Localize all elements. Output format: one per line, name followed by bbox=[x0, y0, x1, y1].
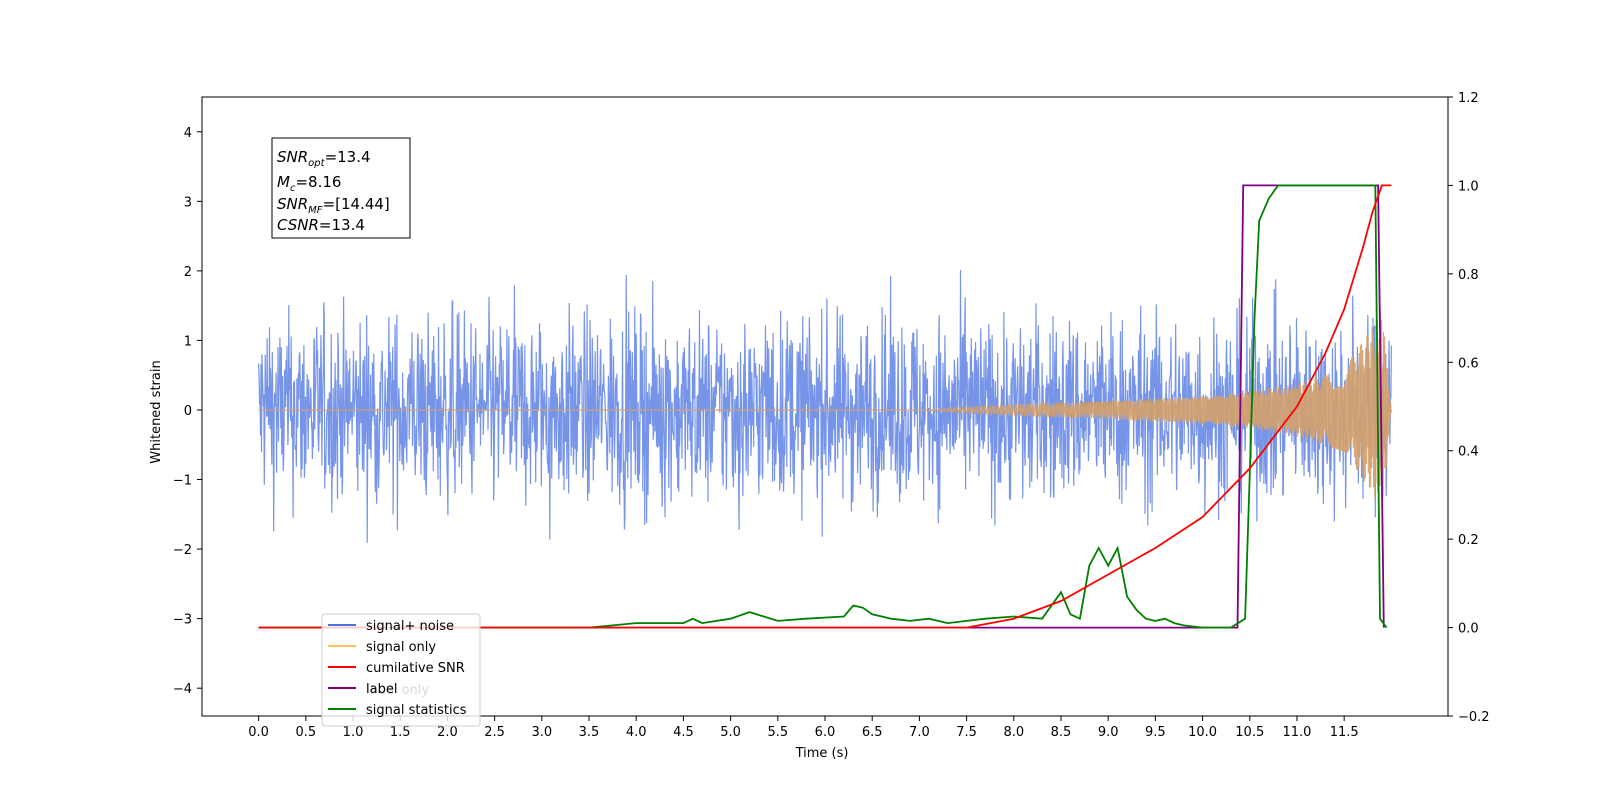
x-tick-label: 8.0 bbox=[1003, 725, 1024, 740]
y-left-tick-label: 4 bbox=[184, 126, 192, 141]
plot-layer bbox=[258, 184, 1392, 629]
y-left-tick-label: −2 bbox=[173, 543, 192, 558]
x-tick-label: 2.5 bbox=[484, 725, 505, 740]
x-tick-label: 3.0 bbox=[531, 725, 552, 740]
legend-label: signal+ noise bbox=[366, 619, 454, 634]
legend: label only signal+ noise signal only cumila… bbox=[321, 613, 481, 727]
axes-layer: 0.0 0.5 1.0 1.5 2.0 2.5 3.0 3.5 4.0 4.5 5.0 5.5 6.0 6… bbox=[173, 91, 1490, 740]
x-tick-label: 11.5 bbox=[1330, 725, 1359, 740]
y-left-tick-label: 1 bbox=[184, 334, 192, 349]
y-left-tick-label: −3 bbox=[173, 613, 192, 628]
y-right-tick-label: 0.2 bbox=[1458, 533, 1479, 548]
y-left-tick-label: 2 bbox=[184, 265, 192, 280]
x-tick-label: 3.5 bbox=[579, 725, 600, 740]
y-left-tick-label: −1 bbox=[173, 474, 192, 489]
y-right-tick-label: 0.0 bbox=[1458, 622, 1479, 637]
y-right-tick-label: 1.0 bbox=[1458, 179, 1479, 194]
series-cumulative-snr bbox=[258, 184, 1392, 629]
x-tick-label: 2.0 bbox=[437, 725, 458, 740]
y-left-tick-label: −4 bbox=[173, 682, 192, 697]
y-right-tick-label: 0.6 bbox=[1458, 356, 1479, 371]
x-tick-label: 11.0 bbox=[1282, 725, 1311, 740]
annotation-snr-opt: SNRopt=13.4 bbox=[277, 148, 371, 169]
x-tick-label: 5.0 bbox=[720, 725, 741, 740]
x-tick-label: 9.5 bbox=[1145, 725, 1166, 740]
x-tick-label: 9.0 bbox=[1098, 725, 1119, 740]
x-tick-label: 10.0 bbox=[1188, 725, 1217, 740]
x-tick-label: 1.5 bbox=[390, 725, 411, 740]
x-tick-label: 5.5 bbox=[767, 725, 788, 740]
x-tick-label: 1.0 bbox=[343, 725, 364, 740]
y-right-tick-label: 0.4 bbox=[1458, 445, 1479, 460]
legend-background-text: label only bbox=[366, 683, 429, 698]
legend-label: signal only bbox=[366, 640, 436, 655]
y-right-tick-label: 0.8 bbox=[1458, 268, 1479, 283]
x-tick-label: 8.5 bbox=[1051, 725, 1072, 740]
series-signal-statistics bbox=[258, 184, 1388, 629]
legend-label: signal statistics bbox=[366, 703, 467, 718]
x-tick-label: 7.0 bbox=[909, 725, 930, 740]
annotation-snr-mf: SNRMF=[14.44] bbox=[277, 195, 390, 216]
x-tick-label: 4.5 bbox=[673, 725, 694, 740]
y-left-tick-label: 0 bbox=[184, 404, 192, 419]
x-tick-label: 0.0 bbox=[248, 725, 269, 740]
series-signal-plus-noise bbox=[258, 269, 1392, 543]
x-tick-label: 6.5 bbox=[862, 725, 883, 740]
series-signal-only bbox=[258, 309, 1392, 510]
annotation-frame bbox=[271, 137, 411, 239]
y-right-tick-label: 1.2 bbox=[1458, 91, 1479, 106]
y-left-tick-label: 3 bbox=[184, 195, 192, 210]
x-tick-label: 0.5 bbox=[295, 725, 316, 740]
x-axis-label: Time (s) bbox=[795, 746, 849, 761]
legend-label: cumilative SNR bbox=[366, 661, 465, 676]
x-tick-label: 7.5 bbox=[956, 725, 977, 740]
legend-frame bbox=[321, 613, 481, 727]
x-tick-label: 10.5 bbox=[1235, 725, 1264, 740]
y-right-tick-label: −0.2 bbox=[1458, 710, 1490, 725]
annotation-csnr: CSNR=13.4 bbox=[277, 216, 365, 234]
x-tick-label: 6.0 bbox=[815, 725, 836, 740]
x-tick-label: 4.0 bbox=[626, 725, 647, 740]
y-axis-label: Whitened strain bbox=[149, 360, 164, 463]
legend-label: label bbox=[366, 682, 397, 697]
annotation-mc: Mc=8.16 bbox=[277, 173, 341, 194]
